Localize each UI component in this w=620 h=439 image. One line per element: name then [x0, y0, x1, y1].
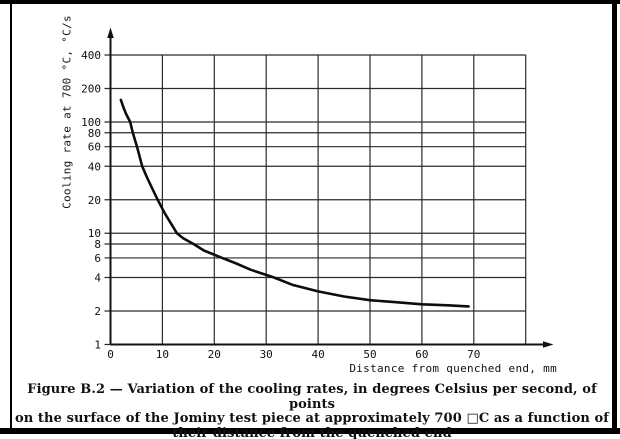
x-tick-label-0: 0: [107, 348, 114, 361]
caption-line-1: Figure B.2 — Variation of the cooling ra…: [27, 382, 597, 412]
caption-line-2: on the surface of the Jominy test piece …: [14, 411, 609, 426]
y-tick-label-20: 20: [88, 194, 101, 207]
y-tick-label-40: 40: [88, 160, 101, 173]
y-tick-label-1: 1: [94, 339, 101, 352]
y-tick-label-400: 400: [81, 49, 101, 62]
x-tick-label-50: 50: [363, 348, 376, 361]
x-axis-arrow-icon: [543, 341, 554, 348]
y-axis-arrow-icon: [107, 27, 114, 38]
y-tick-label-60: 60: [88, 141, 101, 154]
x-tick-label-70: 70: [467, 348, 480, 361]
y-tick-label-4: 4: [94, 272, 101, 285]
figure-caption: Figure B.2 — Variation of the cooling ra…: [14, 382, 610, 439]
y-tick-label-200: 200: [81, 82, 101, 95]
x-tick-label-10: 10: [156, 348, 169, 361]
y-tick-label-100: 100: [81, 116, 101, 129]
y-tick-label-2: 2: [94, 305, 101, 318]
caption-line-3: their distance from the quenched end: [172, 425, 452, 439]
frame-border-right: [612, 0, 617, 433]
y-tick-label-10: 10: [88, 227, 101, 240]
y-tick-label-8: 8: [94, 238, 101, 251]
x-axis-title: Distance from quenched end, mm: [349, 362, 557, 375]
x-tick-label-20: 20: [208, 348, 221, 361]
y-tick-label-6: 6: [94, 252, 101, 265]
frame-border-left: [10, 4, 12, 428]
x-tick-label-30: 30: [260, 348, 273, 361]
cooling-rate-curve: [119, 98, 470, 308]
x-tick-label-60: 60: [415, 348, 428, 361]
jominy-cooling-rate-chart: 1 2 4 6 8 10 20 40 60 80 100 200 400 0 10 20 30 40 50 60 70 …: [60, 15, 557, 375]
frame-border-bottom: [0, 428, 620, 434]
frame-border-top: [0, 0, 620, 4]
y-tick-label-80: 80: [88, 127, 101, 140]
y-axis-title: Cooling rate at 700 °C, °C/s: [60, 15, 74, 209]
x-tick-label-40: 40: [311, 348, 324, 361]
